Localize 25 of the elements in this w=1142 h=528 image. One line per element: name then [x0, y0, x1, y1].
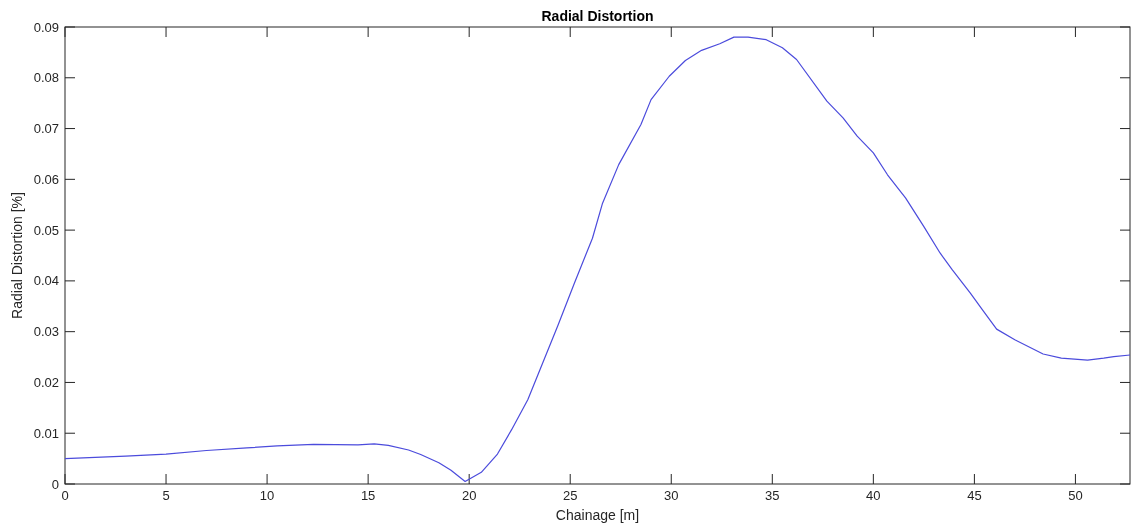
x-tick-label: 50: [1068, 488, 1083, 503]
x-tick-label: 10: [259, 488, 275, 503]
x-tick-label: 25: [562, 488, 578, 503]
y-tick-label: 0.02: [33, 374, 59, 390]
y-tick-label: 0.09: [33, 19, 59, 35]
y-tick-label: 0.04: [33, 273, 59, 289]
x-tick-label: 15: [360, 488, 376, 503]
y-tick-label: 0.08: [33, 70, 59, 86]
y-tick-label: 0.05: [33, 222, 59, 238]
y-tick-label: 0.03: [33, 324, 59, 340]
line-series: [64, 36, 1131, 483]
x-tick-label: 30: [664, 488, 679, 503]
y-axis-title: Radial Distortion [%]: [9, 192, 25, 319]
y-tick-label: 0.07: [33, 121, 59, 137]
y-tick-label: 0.06: [33, 171, 59, 187]
x-tick-label: 0: [61, 488, 69, 503]
x-axis-title: Chainage [m]: [555, 507, 640, 523]
x-tick-label: 45: [967, 488, 982, 503]
x-tick-label: 40: [866, 488, 881, 503]
x-tick-label: 20: [461, 488, 477, 503]
y-tick-label: 0: [51, 476, 59, 492]
x-tick-label: 35: [765, 488, 780, 503]
chart-title: Radial Distortion: [541, 8, 654, 24]
x-tick-label: 5: [162, 488, 170, 503]
y-tick-label: 0.01: [33, 425, 59, 441]
